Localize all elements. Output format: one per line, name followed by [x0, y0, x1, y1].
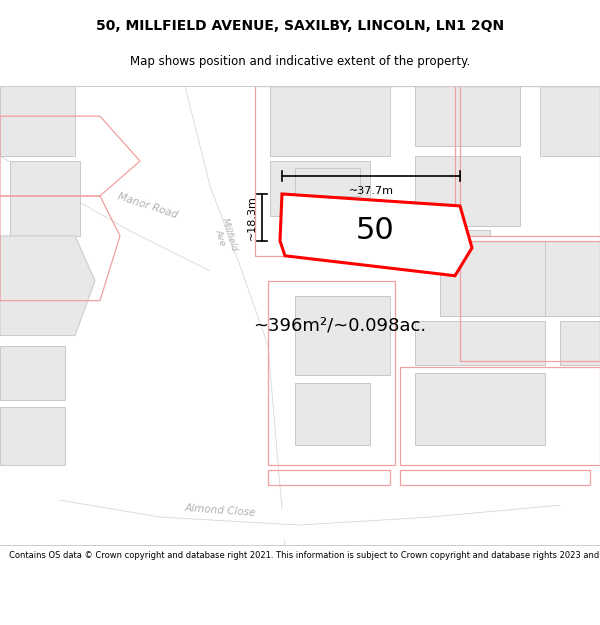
Polygon shape — [0, 408, 65, 465]
Polygon shape — [270, 161, 370, 216]
Text: Contains OS data © Crown copyright and database right 2021. This information is : Contains OS data © Crown copyright and d… — [9, 551, 600, 559]
Text: ~37.7m: ~37.7m — [349, 186, 394, 196]
Polygon shape — [415, 321, 545, 366]
Text: 50: 50 — [356, 216, 394, 246]
Polygon shape — [295, 384, 370, 445]
Polygon shape — [415, 156, 520, 226]
Text: Almond Close: Almond Close — [184, 503, 256, 518]
Polygon shape — [440, 241, 560, 316]
Polygon shape — [0, 236, 95, 336]
Text: Manor Road: Manor Road — [117, 191, 179, 221]
Text: Millfield
Ave: Millfield Ave — [211, 216, 239, 255]
Text: ~396m²/~0.098ac.: ~396m²/~0.098ac. — [253, 317, 427, 334]
Polygon shape — [0, 346, 65, 401]
Text: Map shows position and indicative extent of the property.: Map shows position and indicative extent… — [130, 55, 470, 68]
Polygon shape — [415, 230, 490, 236]
Text: ~18.3m: ~18.3m — [247, 195, 257, 240]
Text: 50, MILLFIELD AVENUE, SAXILBY, LINCOLN, LN1 2QN: 50, MILLFIELD AVENUE, SAXILBY, LINCOLN, … — [96, 19, 504, 33]
Polygon shape — [280, 194, 472, 276]
Polygon shape — [0, 86, 75, 156]
Polygon shape — [415, 86, 520, 146]
Polygon shape — [295, 296, 390, 376]
Polygon shape — [10, 161, 80, 236]
Polygon shape — [295, 168, 360, 196]
Polygon shape — [270, 86, 390, 156]
Polygon shape — [540, 86, 600, 156]
Polygon shape — [415, 374, 545, 445]
Polygon shape — [545, 241, 600, 316]
Polygon shape — [560, 321, 600, 366]
